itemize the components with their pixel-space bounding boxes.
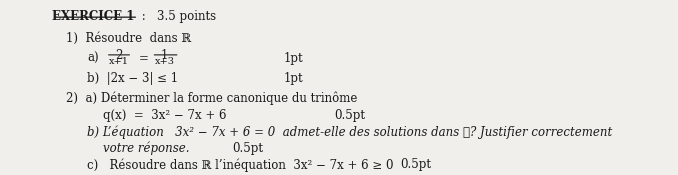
Text: 2: 2 xyxy=(115,49,123,62)
Text: 1: 1 xyxy=(161,49,168,62)
Text: EXERCICE 1: EXERCICE 1 xyxy=(52,10,135,23)
Text: :   3.5 points: : 3.5 points xyxy=(138,10,216,23)
Text: =: = xyxy=(138,52,148,65)
Text: votre réponse.: votre réponse. xyxy=(104,142,190,155)
Text: b) L’équation   3x² − 7x + 6 = 0  admet-elle des solutions dans ℝ? Justifier cor: b) L’équation 3x² − 7x + 6 = 0 admet-ell… xyxy=(87,125,612,139)
Text: 1pt: 1pt xyxy=(283,72,303,85)
Text: 2)  a) Déterminer la forme canonique du trinôme: 2) a) Déterminer la forme canonique du t… xyxy=(66,91,357,105)
Text: b)  |2x − 3| ≤ 1: b) |2x − 3| ≤ 1 xyxy=(87,72,178,85)
Text: 1pt: 1pt xyxy=(283,52,303,65)
Text: q(x)  =  3x² − 7x + 6: q(x) = 3x² − 7x + 6 xyxy=(104,108,227,122)
Text: x+1: x+1 xyxy=(109,57,129,66)
Text: a): a) xyxy=(87,52,99,65)
Text: x+3: x+3 xyxy=(155,57,175,66)
Text: 1)  Résoudre  dans ℝ: 1) Résoudre dans ℝ xyxy=(66,32,191,45)
Text: 0.5pt: 0.5pt xyxy=(334,108,365,122)
Text: 0.5pt: 0.5pt xyxy=(233,142,264,155)
Text: c)   Résoudre dans ℝ l’inéquation  3x² − 7x + 6 ≥ 0: c) Résoudre dans ℝ l’inéquation 3x² − 7x… xyxy=(87,158,394,172)
Text: 0.5pt: 0.5pt xyxy=(401,158,432,171)
